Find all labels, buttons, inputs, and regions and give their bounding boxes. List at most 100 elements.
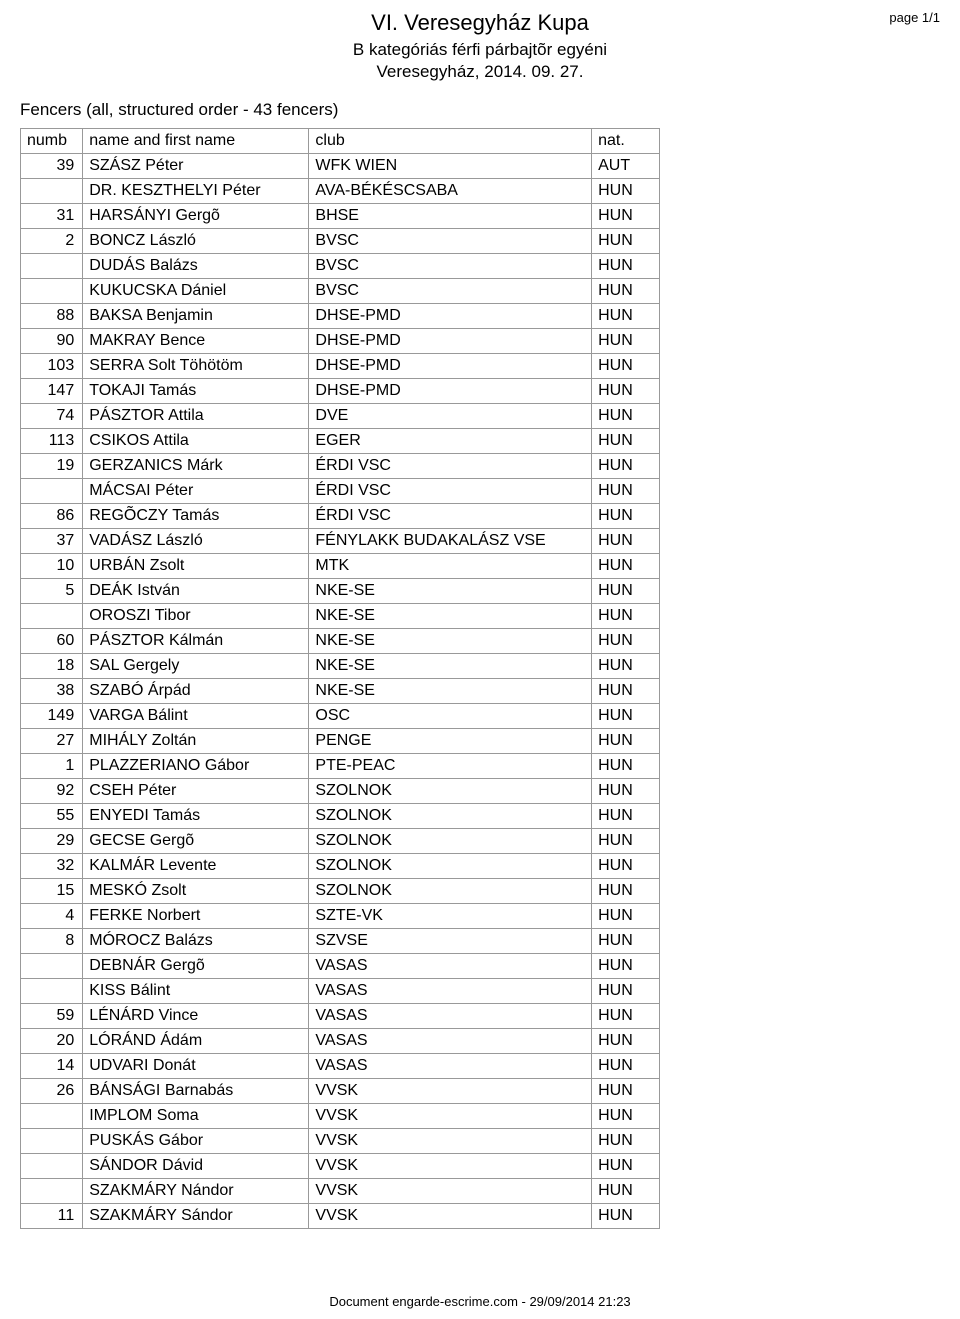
table-row: 38SZABÓ ÁrpádNKE-SEHUN xyxy=(21,679,660,704)
table-row: 88BAKSA BenjaminDHSE-PMDHUN xyxy=(21,304,660,329)
cell-club: DVE xyxy=(309,404,592,429)
cell-club: SZOLNOK xyxy=(309,804,592,829)
table-row: 147TOKAJI TamásDHSE-PMDHUN xyxy=(21,379,660,404)
cell-club: NKE-SE xyxy=(309,629,592,654)
table-row: 26BÁNSÁGI BarnabásVVSKHUN xyxy=(21,1079,660,1104)
cell-name: PUSKÁS Gábor xyxy=(83,1129,309,1154)
table-row: 31HARSÁNYI GergõBHSEHUN xyxy=(21,204,660,229)
table-row: DR. KESZTHELYI PéterAVA-BÉKÉSCSABAHUN xyxy=(21,179,660,204)
cell-nat: HUN xyxy=(592,629,660,654)
cell-numb: 2 xyxy=(21,229,83,254)
cell-numb: 147 xyxy=(21,379,83,404)
cell-name: MÓROCZ Balázs xyxy=(83,929,309,954)
cell-club: VVSK xyxy=(309,1154,592,1179)
col-header-name: name and first name xyxy=(83,129,309,154)
cell-numb: 32 xyxy=(21,854,83,879)
cell-nat: HUN xyxy=(592,204,660,229)
cell-numb: 26 xyxy=(21,1079,83,1104)
col-header-numb: numb xyxy=(21,129,83,154)
col-header-club: club xyxy=(309,129,592,154)
cell-club: BVSC xyxy=(309,229,592,254)
cell-nat: HUN xyxy=(592,1179,660,1204)
cell-club: VVSK xyxy=(309,1204,592,1229)
cell-club: MTK xyxy=(309,554,592,579)
table-row: 37VADÁSZ LászlóFÉNYLAKK BUDAKALÁSZ VSEHU… xyxy=(21,529,660,554)
cell-club: PTE-PEAC xyxy=(309,754,592,779)
cell-name: MESKÓ Zsolt xyxy=(83,879,309,904)
table-row: KUKUCSKA DánielBVSCHUN xyxy=(21,279,660,304)
cell-name: GERZANICS Márk xyxy=(83,454,309,479)
cell-numb: 86 xyxy=(21,504,83,529)
cell-numb: 103 xyxy=(21,354,83,379)
cell-club: VVSK xyxy=(309,1104,592,1129)
cell-club: NKE-SE xyxy=(309,679,592,704)
cell-name: VARGA Bálint xyxy=(83,704,309,729)
cell-numb: 113 xyxy=(21,429,83,454)
cell-numb: 37 xyxy=(21,529,83,554)
cell-club: BVSC xyxy=(309,254,592,279)
cell-name: PÁSZTOR Attila xyxy=(83,404,309,429)
cell-nat: HUN xyxy=(592,829,660,854)
table-row: 10URBÁN ZsoltMTKHUN xyxy=(21,554,660,579)
cell-name: DUDÁS Balázs xyxy=(83,254,309,279)
cell-name: SZAKMÁRY Sándor xyxy=(83,1204,309,1229)
table-row: 113CSIKOS AttilaEGERHUN xyxy=(21,429,660,454)
cell-numb: 4 xyxy=(21,904,83,929)
cell-nat: HUN xyxy=(592,929,660,954)
cell-nat: HUN xyxy=(592,429,660,454)
cell-name: LÉNÁRD Vince xyxy=(83,1004,309,1029)
cell-name: TOKAJI Tamás xyxy=(83,379,309,404)
table-row: IMPLOM SomaVVSKHUN xyxy=(21,1104,660,1129)
cell-name: DEÁK István xyxy=(83,579,309,604)
cell-nat: HUN xyxy=(592,779,660,804)
cell-nat: HUN xyxy=(592,1079,660,1104)
cell-nat: HUN xyxy=(592,229,660,254)
cell-name: DR. KESZTHELYI Péter xyxy=(83,179,309,204)
table-row: KISS BálintVASASHUN xyxy=(21,979,660,1004)
cell-numb: 55 xyxy=(21,804,83,829)
cell-club: VASAS xyxy=(309,1029,592,1054)
table-row: 59LÉNÁRD VinceVASASHUN xyxy=(21,1004,660,1029)
cell-numb xyxy=(21,1129,83,1154)
cell-name: IMPLOM Soma xyxy=(83,1104,309,1129)
cell-numb: 149 xyxy=(21,704,83,729)
cell-nat: HUN xyxy=(592,404,660,429)
table-row: OROSZI TiborNKE-SEHUN xyxy=(21,604,660,629)
cell-nat: HUN xyxy=(592,1054,660,1079)
cell-numb: 29 xyxy=(21,829,83,854)
table-row: 18SAL GergelyNKE-SEHUN xyxy=(21,654,660,679)
cell-name: BAKSA Benjamin xyxy=(83,304,309,329)
cell-club: ÉRDI VSC xyxy=(309,504,592,529)
cell-club: EGER xyxy=(309,429,592,454)
cell-club: NKE-SE xyxy=(309,654,592,679)
cell-name: ENYEDI Tamás xyxy=(83,804,309,829)
cell-nat: HUN xyxy=(592,1204,660,1229)
cell-numb: 1 xyxy=(21,754,83,779)
table-row: MÁCSAI PéterÉRDI VSCHUN xyxy=(21,479,660,504)
table-row: 2BONCZ LászlóBVSCHUN xyxy=(21,229,660,254)
table-row: 19GERZANICS MárkÉRDI VSCHUN xyxy=(21,454,660,479)
cell-name: PÁSZTOR Kálmán xyxy=(83,629,309,654)
page-subtitle: B kategóriás férfi párbajtõr egyéni xyxy=(20,40,940,60)
col-header-nat: nat. xyxy=(592,129,660,154)
table-row: 60PÁSZTOR KálmánNKE-SEHUN xyxy=(21,629,660,654)
cell-nat: HUN xyxy=(592,654,660,679)
cell-nat: HUN xyxy=(592,604,660,629)
cell-nat: HUN xyxy=(592,1154,660,1179)
table-row: 8MÓROCZ BalázsSZVSEHUN xyxy=(21,929,660,954)
cell-club: SZOLNOK xyxy=(309,829,592,854)
cell-numb: 18 xyxy=(21,654,83,679)
cell-club: OSC xyxy=(309,704,592,729)
cell-name: CSIKOS Attila xyxy=(83,429,309,454)
cell-name: SERRA Solt Töhötöm xyxy=(83,354,309,379)
cell-name: SZABÓ Árpád xyxy=(83,679,309,704)
cell-nat: HUN xyxy=(592,329,660,354)
cell-numb: 88 xyxy=(21,304,83,329)
cell-name: URBÁN Zsolt xyxy=(83,554,309,579)
cell-name: DEBNÁR Gergõ xyxy=(83,954,309,979)
cell-name: SZAKMÁRY Nándor xyxy=(83,1179,309,1204)
cell-name: KALMÁR Levente xyxy=(83,854,309,879)
table-row: DEBNÁR GergõVASASHUN xyxy=(21,954,660,979)
cell-club: NKE-SE xyxy=(309,604,592,629)
cell-name: UDVARI Donát xyxy=(83,1054,309,1079)
